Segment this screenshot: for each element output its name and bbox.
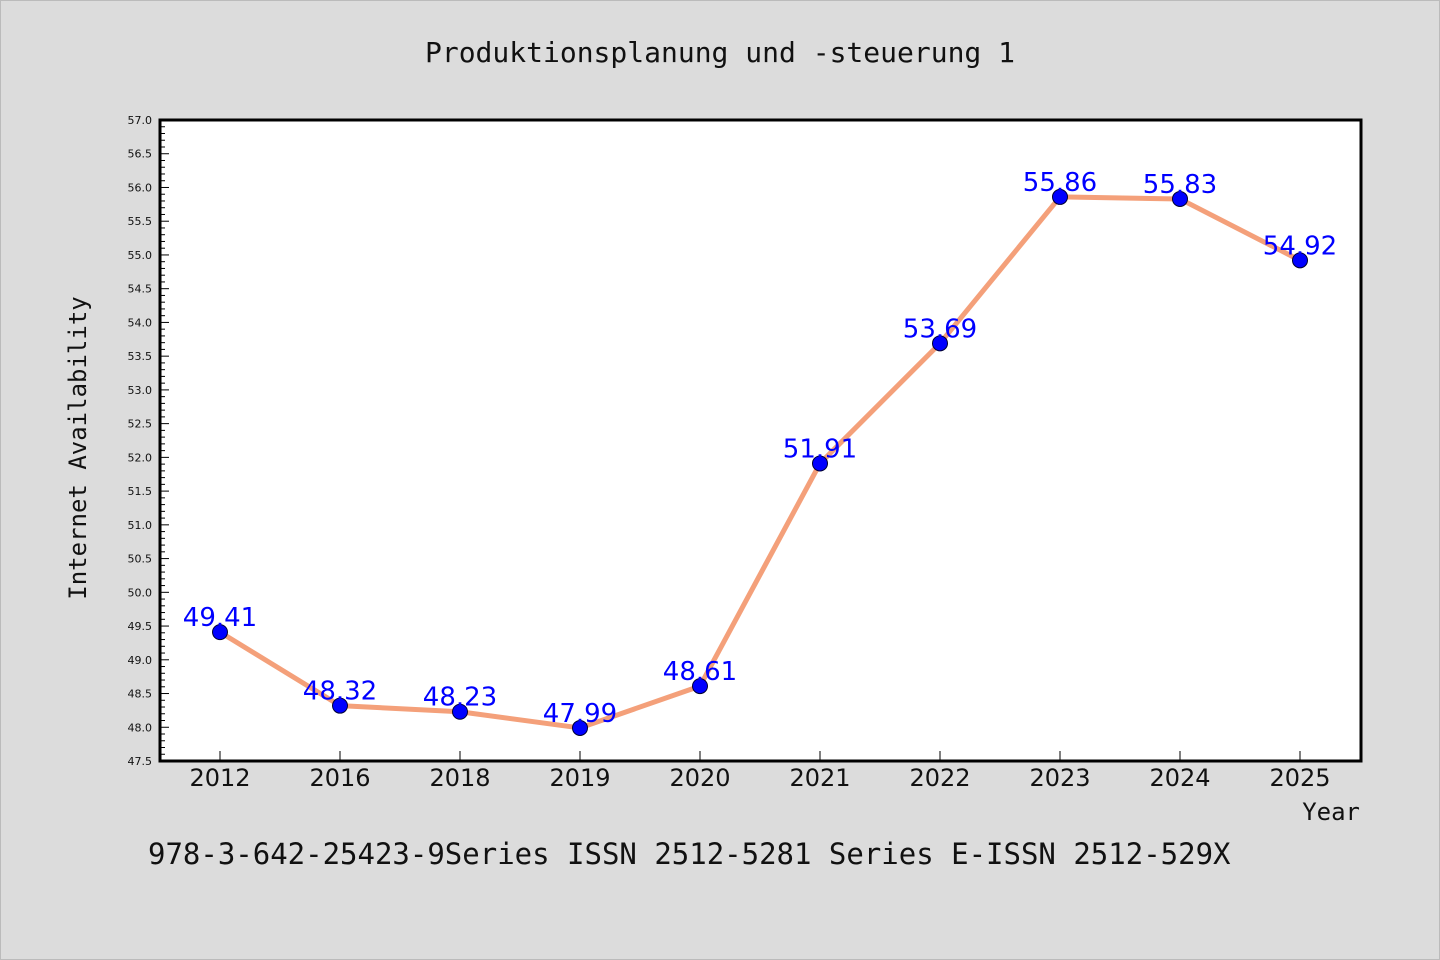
y-tick-label: 55.0	[128, 249, 153, 262]
y-axis-label: Internet Availability	[64, 296, 92, 599]
series-line	[218, 194, 1302, 731]
plot-area	[160, 120, 1361, 761]
y-tick-label: 52.0	[128, 451, 153, 464]
x-tick-label: 2019	[549, 764, 610, 792]
footer-text: 978-3-642-25423-9Series ISSN 2512-5281 S…	[148, 837, 1231, 871]
y-tick-label: 53.0	[128, 384, 153, 397]
y-axis: 47.5 48.0 48.5 49.0 49.5 50.0 50.5 51.0 51.5 52.0…	[128, 114, 169, 768]
x-axis: 2012 2016 2018 2019 2020 2021 2022 2023 2024 2025	[189, 751, 1331, 792]
data-point	[452, 703, 468, 720]
plot-frame	[158, 118, 1363, 763]
data-point	[812, 455, 828, 472]
data-point	[332, 697, 348, 714]
y-tick-label: 53.5	[128, 350, 153, 363]
chart-title: Produktionsplanung und -steuerung 1	[425, 36, 1015, 69]
x-tick-label: 2021	[789, 764, 850, 792]
y-tick-label: 49.0	[128, 654, 153, 667]
data-label: 55.86	[1023, 168, 1097, 198]
data-point	[692, 678, 708, 695]
data-label: 49.41	[183, 603, 257, 633]
data-label: 47.99	[543, 699, 617, 729]
x-tick-label: 2022	[909, 764, 970, 792]
data-label: 53.69	[903, 314, 977, 344]
y-tick-label: 51.0	[128, 519, 153, 532]
y-tick-label: 56.5	[128, 148, 153, 161]
data-label: 48.23	[423, 683, 497, 713]
data-point	[212, 624, 228, 641]
x-tick-label: 2024	[1149, 764, 1210, 792]
y-tick-label: 54.5	[128, 283, 153, 296]
y-tick-label: 49.5	[128, 620, 153, 633]
data-point	[572, 719, 588, 736]
x-tick-label: 2023	[1029, 764, 1090, 792]
series-markers	[212, 188, 1308, 736]
y-tick-label: 48.0	[128, 721, 153, 734]
y-tick-label: 51.5	[128, 485, 153, 498]
y-tick-label: 55.5	[128, 215, 153, 228]
data-labels: 49.41 48.32 48.23 47.99 48.61 51.91 53.69 55.86…	[183, 168, 1337, 729]
data-point	[932, 335, 948, 352]
y-tick-label: 54.0	[128, 316, 153, 329]
y-tick-label: 50.0	[128, 586, 153, 599]
x-axis-label: Year	[1302, 798, 1360, 826]
x-tick-label: 2020	[669, 764, 730, 792]
x-tick-label: 2025	[1269, 764, 1330, 792]
data-label: 54.92	[1263, 231, 1337, 261]
data-label: 48.61	[663, 657, 737, 687]
data-label: 51.91	[783, 434, 857, 464]
y-tick-label: 50.5	[128, 553, 153, 566]
x-tick-label: 2016	[309, 764, 370, 792]
y-tick-label: 57.0	[128, 114, 153, 127]
x-tick-label: 2018	[429, 764, 490, 792]
y-tick-label: 56.0	[128, 181, 153, 194]
data-point	[1052, 188, 1068, 205]
y-tick-label: 48.5	[128, 688, 153, 701]
data-label: 48.32	[303, 677, 377, 707]
y-tick-label: 47.5	[128, 755, 153, 768]
data-label: 55.83	[1143, 170, 1217, 200]
data-point	[1292, 252, 1308, 269]
y-tick-label: 52.5	[128, 418, 153, 431]
x-tick-label: 2012	[189, 764, 250, 792]
data-point	[1172, 190, 1188, 207]
